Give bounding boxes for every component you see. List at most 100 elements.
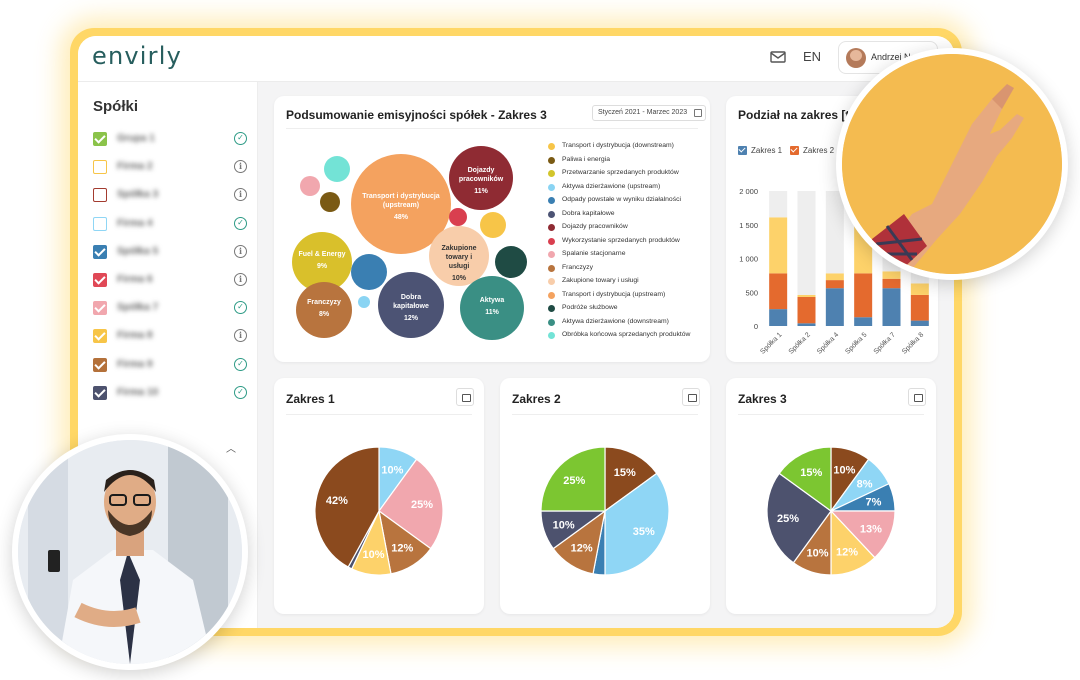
language-switch[interactable]: EN xyxy=(803,49,822,64)
bubble[interactable]: Dojazdy pracowników 11% xyxy=(449,146,513,210)
company-checkbox[interactable] xyxy=(93,357,107,372)
y-tick-label: 1 000 xyxy=(739,255,758,264)
pie-slice[interactable] xyxy=(604,472,670,576)
bubble-small[interactable] xyxy=(300,176,320,196)
bubble-small[interactable] xyxy=(495,246,527,278)
pie-slice[interactable] xyxy=(540,446,606,512)
mail-icon[interactable] xyxy=(770,50,786,64)
bar-segment[interactable] xyxy=(854,273,873,318)
bar-segment[interactable] xyxy=(882,271,901,279)
pie-slice[interactable] xyxy=(778,446,832,513)
info-icon[interactable]: i xyxy=(234,188,247,202)
bar-card-title: Podział na zakres [t e xyxy=(738,108,860,122)
bar-segment[interactable] xyxy=(882,278,901,289)
legend-label: Wykorzystanie sprzedanych produktów xyxy=(562,236,680,244)
info-icon[interactable]: i xyxy=(234,244,247,258)
bubble[interactable]: Zakupione towary i usługi 10% xyxy=(429,226,489,286)
legend-dot xyxy=(548,318,555,326)
company-checkbox[interactable] xyxy=(93,301,107,316)
company-checkbox[interactable] xyxy=(93,329,107,344)
company-label: Firma 8 xyxy=(117,330,153,342)
company-checkbox[interactable] xyxy=(93,244,107,259)
date-range-picker[interactable]: Styczeń 2021 - Marzec 2023 xyxy=(592,105,707,121)
bubble-small[interactable] xyxy=(351,254,387,290)
bar-segment[interactable] xyxy=(769,191,788,218)
summary-title: Podsumowanie emisyjności spółek - Zakres… xyxy=(286,108,547,122)
bubble[interactable]: Aktywa 11% xyxy=(460,276,524,340)
company-checkbox[interactable] xyxy=(93,273,107,287)
bar-segment[interactable] xyxy=(797,296,816,324)
legend-dot xyxy=(548,332,555,339)
company-row[interactable]: Firma 6 i xyxy=(93,271,253,291)
calendar-icon[interactable] xyxy=(456,388,474,406)
pie-chart-zakres-2: 15% 35% 12% 10% 25% xyxy=(540,446,670,576)
bubble-small[interactable] xyxy=(480,212,506,238)
company-row[interactable]: Firma 10 ✓ xyxy=(93,384,253,404)
company-checkbox[interactable] xyxy=(93,160,107,175)
y-tick-label: 500 xyxy=(745,288,758,297)
bar-segment[interactable] xyxy=(797,191,816,295)
checkbox-icon xyxy=(738,146,747,155)
bar-segment[interactable] xyxy=(882,288,901,326)
company-row[interactable]: Spółka 7 ✓ xyxy=(93,299,253,319)
app-logo[interactable]: envirly xyxy=(92,42,182,70)
company-row[interactable]: Firma 4 ✓ xyxy=(93,215,253,235)
bar-segment[interactable] xyxy=(769,273,788,310)
pie-slice[interactable] xyxy=(604,446,658,513)
company-row[interactable]: Spółka 3 i xyxy=(93,186,253,206)
check-circle-icon[interactable]: ✓ xyxy=(234,132,247,145)
company-row[interactable]: Firma 9 ✓ xyxy=(93,356,253,376)
bar-segment[interactable] xyxy=(910,294,929,321)
legend-label: Obróbka końcowa sprzedanych produktów xyxy=(562,331,691,338)
legend-dot xyxy=(548,156,555,164)
company-row[interactable]: Grupa 1 ✓ xyxy=(93,130,253,150)
bar-segment[interactable] xyxy=(825,191,844,274)
check-circle-icon[interactable]: ✓ xyxy=(234,357,247,371)
company-checkbox[interactable] xyxy=(93,216,107,231)
company-row[interactable]: Spółka 5 i xyxy=(93,243,253,263)
x-tick-label: Spółka 1 xyxy=(759,331,783,355)
chevron-up-icon[interactable]: ︿ xyxy=(226,444,236,455)
bar-segment[interactable] xyxy=(769,309,788,326)
user-name: Andrzej No xyxy=(871,52,916,62)
check-circle-icon[interactable]: ✓ xyxy=(234,301,247,315)
check-circle-icon[interactable]: ✓ xyxy=(234,385,247,399)
company-checkbox[interactable] xyxy=(93,132,107,146)
legend-dot xyxy=(548,291,555,299)
calendar-icon[interactable] xyxy=(908,388,926,406)
company-checkbox[interactable] xyxy=(93,385,107,400)
pie-slice-label: 25% xyxy=(563,475,585,487)
bar-segment[interactable] xyxy=(910,320,929,326)
pie-divider xyxy=(512,414,698,415)
bar-segment[interactable] xyxy=(797,294,816,297)
bar-segment[interactable] xyxy=(769,217,788,274)
company-row[interactable]: Firma 8 i xyxy=(93,327,253,347)
bubble[interactable]: Dobra kapitałowe 12% xyxy=(378,272,444,338)
calendar-icon[interactable] xyxy=(682,388,700,406)
pie-chart-zakres-3: 10%8%7%13%12%10%25%15% xyxy=(766,446,896,576)
bubble[interactable]: Franczyzy 8% xyxy=(296,282,352,338)
bubble-label: Aktywa xyxy=(479,297,505,304)
company-checkbox[interactable] xyxy=(93,188,107,203)
bar-segment[interactable] xyxy=(797,323,816,326)
bar-segment[interactable] xyxy=(825,273,844,281)
info-icon[interactable]: i xyxy=(234,329,247,343)
bar-segment[interactable] xyxy=(910,283,929,295)
legend-label: Podróże służbowe xyxy=(562,304,618,311)
bar-segment[interactable] xyxy=(825,288,844,326)
bar-segment[interactable] xyxy=(825,280,844,289)
bar-segment[interactable] xyxy=(854,317,873,326)
bubble-small[interactable] xyxy=(449,208,467,226)
company-row[interactable]: Firma 2 i xyxy=(93,158,253,178)
pie-slice[interactable] xyxy=(378,458,444,550)
hand-gesture-image xyxy=(842,54,1062,274)
info-icon[interactable]: i xyxy=(234,273,247,286)
pie-slice[interactable] xyxy=(766,472,832,564)
pie-slice[interactable] xyxy=(314,446,380,568)
check-circle-icon[interactable]: ✓ xyxy=(234,216,247,230)
bubble-small[interactable] xyxy=(358,296,370,308)
bubble-small[interactable] xyxy=(324,156,350,182)
bubble-small[interactable] xyxy=(320,192,340,212)
bubble-value: 8% xyxy=(318,311,330,318)
info-icon[interactable]: i xyxy=(234,160,247,174)
